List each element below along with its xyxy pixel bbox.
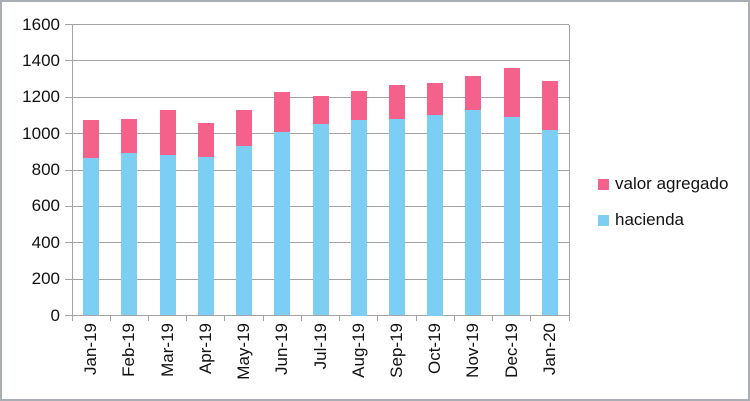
y-axis-tick	[65, 169, 72, 171]
x-axis-tick	[186, 315, 188, 321]
x-tick-label: Jul-19	[310, 323, 330, 370]
bar-segment-hacienda-Mar-19	[159, 154, 176, 316]
bar-segment-valor-agregado-Mar-19	[159, 109, 176, 155]
x-axis-tick	[453, 315, 455, 321]
x-tick-label: Feb-19	[119, 323, 139, 377]
bar-segment-hacienda-Jan-20	[541, 129, 558, 316]
x-axis-tick	[492, 315, 494, 321]
legend-item-hacienda: hacienda	[598, 209, 728, 231]
bar-segment-hacienda-Dec-19	[503, 117, 520, 316]
legend-swatch-hacienda-icon	[598, 214, 609, 226]
x-tick-label: Aug-19	[348, 323, 368, 378]
bar-segment-hacienda-Nov-19	[465, 109, 482, 316]
legend-item-valor-agregado: valor agregado	[598, 173, 728, 195]
legend-swatch-valor-agregado-icon	[598, 178, 609, 190]
x-axis-tick	[300, 315, 302, 321]
y-axis-tick	[65, 205, 72, 207]
y-axis-tick	[65, 242, 72, 244]
x-axis-tick	[71, 315, 73, 321]
bar-segment-valor-agregado-Dec-19	[503, 68, 520, 118]
y-tick-label: 1600	[22, 14, 60, 34]
x-tick-label: Jan-19	[81, 323, 101, 375]
y-tick-label: 0	[50, 305, 60, 325]
bar-segment-hacienda-Jan-19	[83, 158, 100, 316]
x-axis-line	[72, 315, 569, 316]
bar-segment-valor-agregado-Aug-19	[350, 90, 367, 120]
bar-segment-hacienda-Jul-19	[312, 123, 329, 316]
bar-segment-hacienda-Oct-19	[427, 115, 444, 316]
x-axis-tick	[224, 315, 226, 321]
y-axis-tick	[65, 278, 72, 280]
bar-segment-valor-agregado-Jan-19	[83, 119, 100, 159]
y-tick-label: 600	[31, 196, 60, 216]
bar-segment-valor-agregado-Feb-19	[121, 119, 138, 153]
x-tick-label: Dec-19	[501, 323, 521, 378]
x-tick-label: Nov-19	[463, 323, 483, 378]
y-tick-label: 1000	[22, 123, 60, 143]
y-axis-tick	[65, 24, 72, 25]
x-tick-label: Jan-20	[539, 323, 559, 375]
x-axis-tick	[262, 315, 264, 321]
x-tick-label: May-19	[234, 323, 254, 380]
bar-segment-valor-agregado-Oct-19	[427, 82, 444, 116]
x-axis-tick	[568, 315, 570, 321]
y-tick-label: 400	[31, 232, 60, 252]
x-axis-tick	[147, 315, 149, 321]
x-axis-tick	[339, 315, 341, 321]
y-axis-tick	[65, 60, 72, 62]
x-tick-label: Apr-19	[195, 323, 215, 375]
bar-segment-hacienda-Feb-19	[121, 152, 138, 316]
legend-label: valor agregado	[615, 174, 729, 193]
bar-segment-hacienda-Sep-19	[388, 119, 405, 316]
x-tick-label: Jun-19	[272, 323, 292, 375]
legend-label: hacienda	[615, 210, 685, 229]
plot-right-border	[568, 24, 570, 316]
y-tick-label: 200	[31, 269, 60, 289]
y-tick-label: 1200	[22, 87, 60, 107]
gridline	[72, 60, 569, 62]
y-axis-tick	[65, 315, 72, 316]
bar-segment-hacienda-Jun-19	[274, 131, 291, 316]
y-axis-line	[71, 24, 73, 316]
x-axis-tick	[109, 315, 111, 321]
y-tick-label: 1400	[22, 50, 60, 70]
y-axis-tick	[65, 133, 72, 135]
bar-segment-valor-agregado-May-19	[236, 109, 253, 147]
x-axis-tick	[530, 315, 532, 321]
x-axis-tick	[377, 315, 379, 321]
bar-segment-hacienda-Aug-19	[350, 119, 367, 316]
x-axis-tick	[415, 315, 417, 321]
bar-segment-valor-agregado-Apr-19	[197, 122, 214, 158]
x-tick-label: Mar-19	[157, 323, 177, 377]
chart-legend: valor agregado hacienda	[598, 173, 728, 245]
y-axis-tick	[65, 96, 72, 98]
y-tick-label: 800	[31, 160, 60, 179]
gridline	[72, 24, 569, 25]
bar-segment-valor-agregado-Jul-19	[312, 96, 329, 124]
bar-segment-valor-agregado-Jan-20	[541, 80, 558, 130]
x-tick-label: Sep-19	[386, 323, 406, 378]
bar-segment-hacienda-May-19	[236, 146, 253, 316]
bar-segment-valor-agregado-Sep-19	[388, 84, 405, 120]
bar-segment-hacienda-Apr-19	[197, 157, 214, 316]
bar-segment-valor-agregado-Jun-19	[274, 91, 291, 132]
bar-segment-valor-agregado-Nov-19	[465, 76, 482, 110]
x-tick-label: Oct-19	[425, 323, 445, 375]
